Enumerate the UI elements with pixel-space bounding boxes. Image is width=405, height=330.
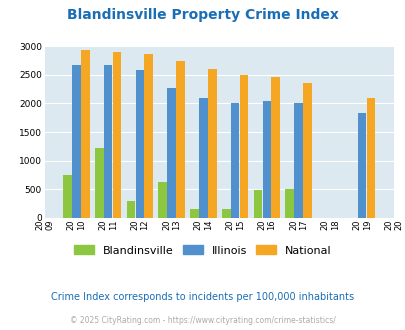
Bar <box>239 75 248 218</box>
Bar <box>285 189 293 218</box>
Text: Crime Index corresponds to incidents per 100,000 inhabitants: Crime Index corresponds to incidents per… <box>51 292 354 302</box>
Bar <box>63 175 72 218</box>
Bar <box>158 182 166 218</box>
Bar <box>176 60 184 218</box>
Bar <box>366 98 374 218</box>
Bar <box>222 209 230 218</box>
Bar <box>357 113 365 218</box>
Bar <box>190 209 198 218</box>
Bar <box>95 148 103 218</box>
Bar <box>303 83 311 218</box>
Bar <box>262 101 271 218</box>
Bar <box>104 65 112 218</box>
Bar <box>72 65 81 218</box>
Bar <box>126 201 135 218</box>
Text: Blandinsville Property Crime Index: Blandinsville Property Crime Index <box>67 8 338 22</box>
Bar <box>167 88 175 218</box>
Bar <box>144 54 153 218</box>
Text: © 2025 CityRating.com - https://www.cityrating.com/crime-statistics/: © 2025 CityRating.com - https://www.city… <box>70 316 335 325</box>
Bar <box>135 70 144 218</box>
Bar <box>230 103 239 218</box>
Bar <box>207 69 216 218</box>
Bar <box>271 77 279 218</box>
Bar <box>198 98 207 218</box>
Bar <box>294 103 302 218</box>
Legend: Blandinsville, Illinois, National: Blandinsville, Illinois, National <box>70 241 335 260</box>
Bar <box>253 190 262 218</box>
Bar <box>113 52 121 218</box>
Bar <box>81 50 90 218</box>
